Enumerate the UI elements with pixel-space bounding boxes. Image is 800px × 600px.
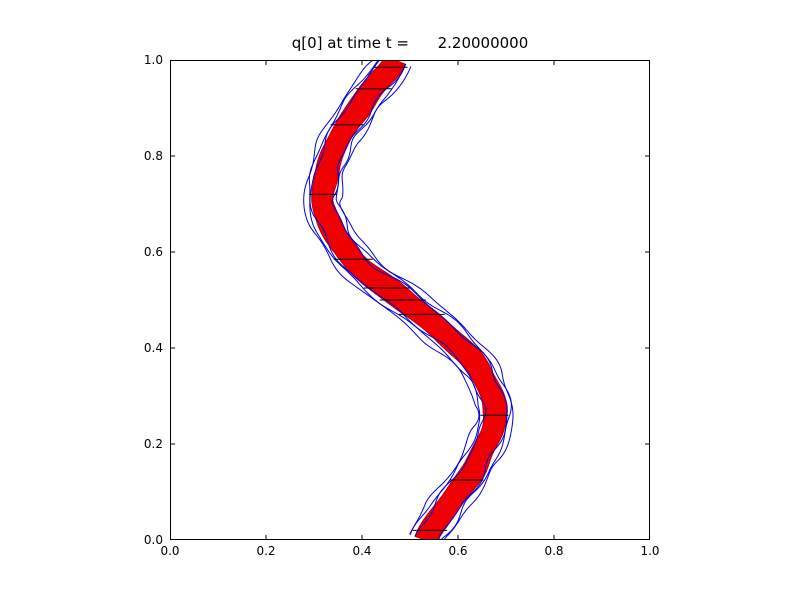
- x-tick-label: 0.6: [448, 544, 468, 558]
- plot-title: q[0] at time t = 2.20000000: [291, 34, 529, 52]
- plot-area: [170, 60, 650, 540]
- y-tick-label: 0.2: [143, 437, 163, 451]
- x-axis-tick-labels: 0.0 0.2 0.4 0.6 0.8 1.0: [160, 543, 659, 559]
- x-tick-label: 0.8: [544, 544, 564, 558]
- x-tick-label: 0.2: [256, 544, 276, 558]
- plot-canvas: [170, 60, 650, 540]
- y-tick-label: 0.6: [143, 245, 163, 259]
- y-tick-label: 1.0: [143, 53, 163, 67]
- y-tick-label: 0.4: [143, 341, 163, 355]
- x-tick-label: 1.0: [640, 544, 660, 558]
- y-tick-label: 0.0: [143, 533, 163, 547]
- x-tick-label: 0.4: [352, 544, 372, 558]
- y-axis-tick-labels: 0.0 0.2 0.4 0.6 0.8 1.0: [121, 53, 163, 547]
- y-tick-label: 0.8: [143, 149, 163, 163]
- x-tick-label: 0.0: [160, 544, 180, 558]
